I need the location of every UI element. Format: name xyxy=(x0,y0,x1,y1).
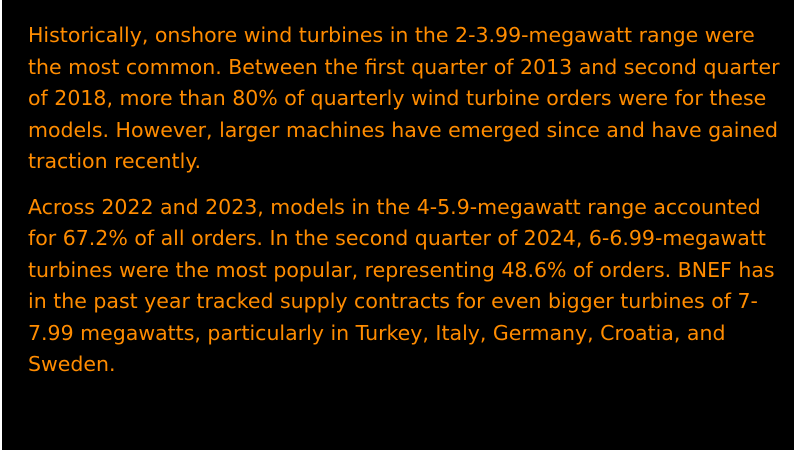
paragraph-1: Historically, onshore wind turbines in t… xyxy=(28,23,780,173)
paragraph-2: Across 2022 and 2023, models in the 4-5.… xyxy=(28,194,775,377)
article-body: Historically, onshore wind turbines in t… xyxy=(28,20,788,395)
